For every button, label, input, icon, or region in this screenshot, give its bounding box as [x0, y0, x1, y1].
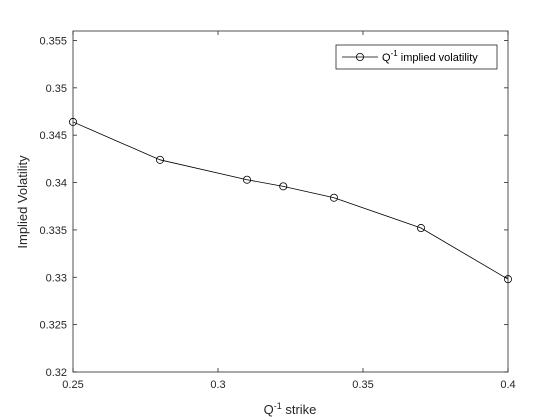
legend-label: Q-1 implied volatility	[382, 49, 478, 64]
data-point	[329, 193, 338, 202]
data-point	[242, 175, 251, 184]
x-tick-label: 0.4	[500, 379, 515, 391]
y-tick-label: 0.35	[46, 83, 67, 95]
data-point	[503, 275, 512, 284]
y-tick-label: 0.345	[39, 130, 67, 142]
y-tick-label: 0.335	[39, 225, 67, 237]
y-tick-label: 0.34	[46, 178, 67, 190]
series-line	[72, 121, 509, 280]
legend: Q-1 implied volatility	[335, 44, 498, 70]
legend-marker	[355, 53, 364, 62]
x-tick-label: 0.3	[210, 379, 225, 391]
y-tick-label: 0.355	[39, 35, 67, 47]
data-point	[279, 182, 288, 191]
y-tick-label: 0.325	[39, 320, 67, 332]
data-point	[155, 155, 164, 164]
x-axis: 0.25 0.3 0.35 0.4	[62, 31, 516, 391]
data-point	[416, 224, 425, 233]
y-tick-label: 0.33	[46, 272, 67, 284]
x-tick-label: 0.35	[352, 379, 373, 391]
plot-area	[72, 30, 509, 373]
data-point	[69, 117, 78, 126]
x-axis-title: Q-1 strike	[264, 401, 317, 417]
y-axis: 0.32 0.325 0.33 0.335 0.34 0.345 0.35 0.355	[39, 35, 508, 379]
y-axis-title: Implied Volatility	[15, 155, 30, 249]
y-tick-label: 0.32	[46, 367, 67, 379]
x-tick-label: 0.25	[62, 379, 83, 391]
series-group	[69, 117, 512, 284]
